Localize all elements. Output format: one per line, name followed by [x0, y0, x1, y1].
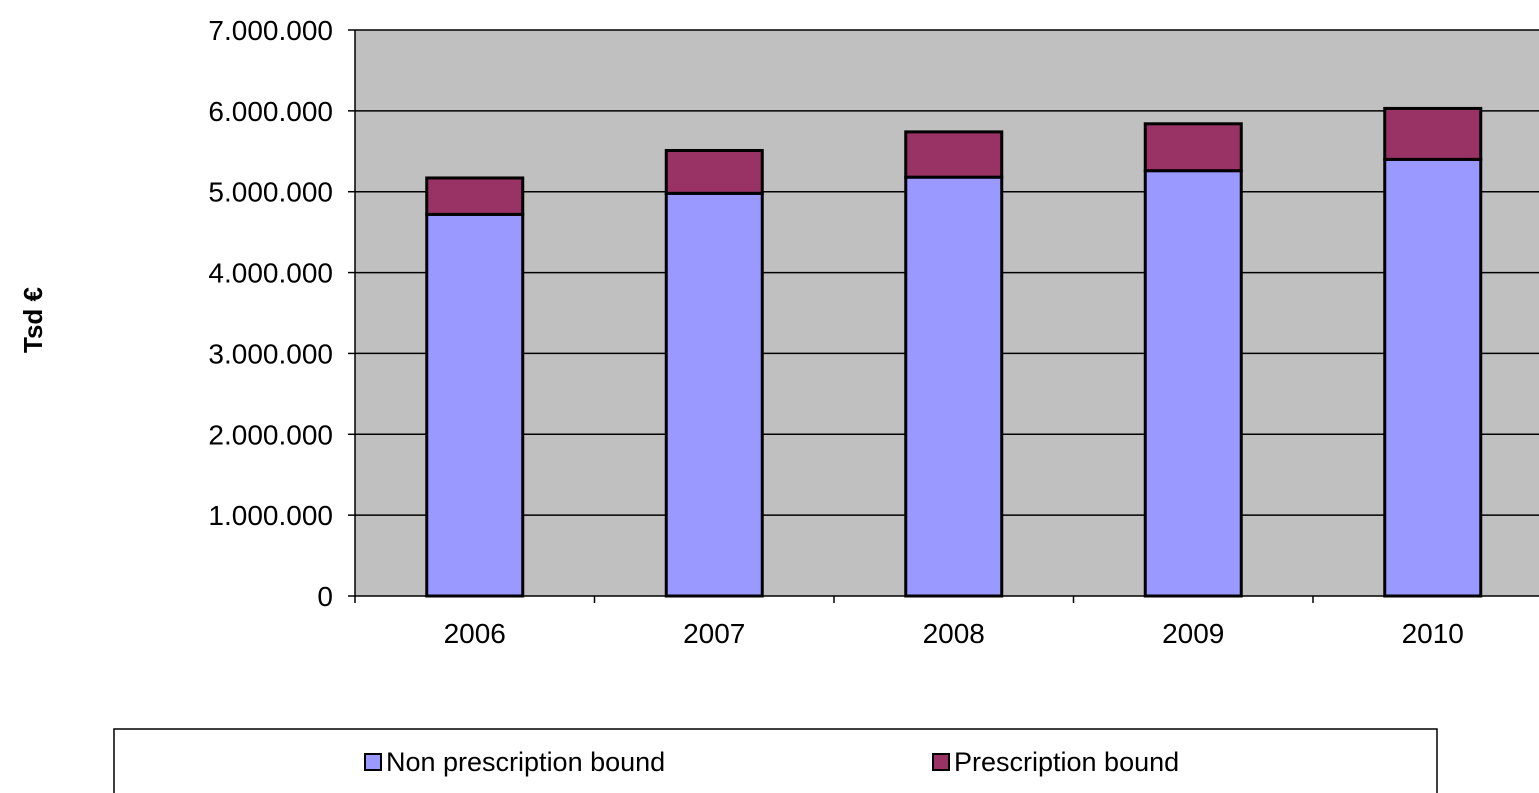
legend-label: Prescription bound [954, 747, 1179, 777]
x-tick-label: 2009 [1162, 618, 1224, 649]
legend-label: Non prescription bound [386, 747, 665, 777]
bar-segment [664, 148, 764, 195]
bar-segment [1383, 157, 1483, 598]
x-tick-label: 2010 [1402, 618, 1464, 649]
legend-box [113, 728, 1438, 793]
bar-segment [664, 191, 764, 598]
y-tick-label: 6.000.000 [208, 96, 333, 127]
x-tick-label: 2008 [923, 618, 985, 649]
y-tick-label: 2.000.000 [208, 419, 333, 450]
bar-segment [904, 175, 1004, 598]
bar-segment [1383, 106, 1483, 161]
bar-segment [1143, 122, 1243, 173]
y-axis-title: Tsd € [18, 287, 48, 353]
y-tick-labels: 0 1.000.000 2.000.000 3.000.000 4.000.000 5.0… [208, 15, 333, 612]
x-tick-label: 2007 [683, 618, 745, 649]
bar-segment [1143, 169, 1243, 598]
legend-swatch [364, 753, 382, 771]
y-tick-label: 0 [317, 581, 333, 612]
y-tick-label: 4.000.000 [208, 258, 333, 289]
y-tick-label: 1.000.000 [208, 500, 333, 531]
bar-segment [425, 212, 525, 598]
y-tick-label: 7.000.000 [208, 15, 333, 46]
x-tick-labels: 2006 2007 2008 2009 2010 [444, 618, 1464, 649]
x-tick-label: 2006 [444, 618, 506, 649]
bar-segment [425, 176, 525, 216]
bar-segment [904, 130, 1004, 179]
legend-swatch [932, 753, 950, 771]
legend: Non prescription bound Prescription bound [113, 728, 1438, 793]
y-tick-label: 5.000.000 [208, 177, 333, 208]
axes [348, 29, 1539, 603]
y-tick-label: 3.000.000 [208, 338, 333, 369]
